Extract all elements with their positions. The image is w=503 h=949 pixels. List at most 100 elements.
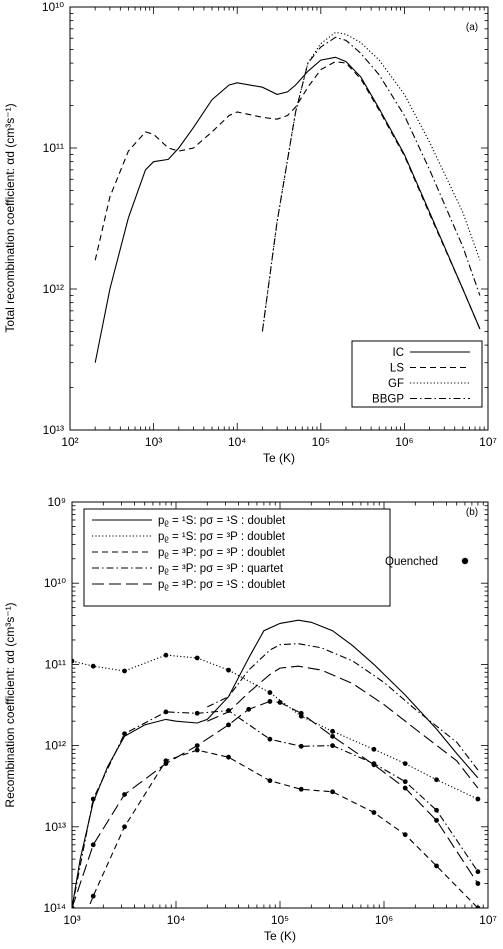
data-point (298, 710, 304, 716)
data-point (434, 817, 439, 823)
data-point (267, 699, 273, 704)
x-tick-label: 10⁷ (479, 435, 497, 449)
data-point (246, 706, 252, 712)
legend-label: GF (388, 378, 404, 390)
x-tick-label: 10² (61, 435, 78, 449)
data-point (402, 785, 408, 791)
data-point (434, 807, 439, 813)
data-point (90, 796, 96, 802)
y-tick-label: 10⁹ (48, 495, 67, 509)
data-point (163, 652, 169, 658)
data-point (475, 905, 481, 908)
x-tick-label: 10⁵ (312, 435, 330, 449)
series-line (72, 700, 479, 908)
legend-label: BBGP (372, 394, 404, 406)
y-tick-label: 10¹³ (45, 820, 66, 834)
panel-label: (a) (466, 22, 478, 33)
data-point (194, 743, 200, 748)
legend: IC LS GF BBGP (351, 340, 483, 408)
x-axis-label: Te (K) (264, 929, 296, 943)
data-point (90, 893, 96, 899)
series-line (94, 56, 481, 363)
legend-label: IC (393, 347, 405, 359)
x-tick-label: 10³ (63, 913, 80, 927)
data-point (122, 668, 127, 674)
data-point (226, 754, 231, 760)
series-group (94, 31, 481, 363)
series-line (207, 665, 479, 789)
data-point (434, 777, 439, 783)
series-line (261, 31, 481, 332)
data-point (226, 708, 231, 713)
data-point (122, 824, 127, 830)
y-tick-label: 10¹⁰ (42, 0, 64, 14)
data-point (90, 842, 96, 848)
data-point (475, 796, 481, 802)
y-axis-label: Total recombination coefficient: αd (cm³… (3, 103, 17, 332)
y-tick-label: 10¹⁴ (44, 901, 67, 915)
x-tick-label: 10⁴ (167, 913, 186, 927)
x-tick-label: 10⁶ (395, 435, 413, 449)
legend-label: pᵨ = ³P: pσ = ³P : quartet (158, 563, 284, 575)
panel-a: 10² 10³ 10⁴ 10⁵ 10⁶ 10⁷ 10¹⁰ 10¹¹ 10¹² 10¹³ Te (K)… (3, 0, 497, 465)
legend-label: pᵨ = ³P: pσ = ¹S : doublet (158, 579, 286, 591)
data-point (72, 658, 75, 664)
y-tick-label: 10¹¹ (43, 141, 64, 155)
data-point (267, 736, 273, 742)
legend: pᵨ = ¹S: pσ = ¹S : doublet pᵨ = ¹S: pσ = … (83, 508, 391, 607)
series-line (94, 61, 481, 330)
series-line (72, 710, 479, 908)
legend-box (83, 508, 391, 607)
data-point (194, 747, 200, 753)
data-point (163, 761, 169, 767)
series-line (72, 619, 479, 908)
data-point (402, 832, 408, 838)
legend-label: LS (390, 363, 404, 375)
legend-label: pᵨ = ¹S: pσ = ³P : doublet (158, 531, 286, 543)
data-point (434, 863, 439, 869)
x-axis-label: Te (K) (263, 451, 295, 465)
x-tick-label: 10³ (145, 435, 162, 449)
plot-frame (69, 6, 489, 431)
series-line (207, 643, 479, 771)
data-point (277, 700, 283, 705)
y-tick-label: 10¹² (43, 282, 64, 296)
y-tick-label: 10¹³ (43, 423, 64, 437)
panel-label: (b) (466, 507, 478, 518)
data-point (72, 905, 75, 908)
data-point (402, 779, 408, 785)
data-point (330, 733, 335, 739)
data-point (330, 728, 335, 734)
data-point (163, 709, 169, 715)
data-point (371, 746, 377, 752)
data-point (402, 761, 408, 767)
x-tick-label: 10⁴ (228, 435, 247, 449)
data-point (330, 789, 335, 795)
data-point (298, 786, 304, 792)
series-line (72, 654, 479, 800)
data-point (122, 792, 127, 797)
series-group (72, 619, 481, 908)
x-tick-label: 10⁷ (479, 913, 497, 927)
data-point (194, 710, 200, 716)
y-axis-label: Recombination coefficient: αd (cm³s⁻¹) (3, 602, 17, 807)
legend-label: pᵨ = ³P: pσ = ³P : doublet (158, 547, 286, 559)
data-point (194, 655, 200, 661)
series-line (261, 36, 481, 332)
data-point (298, 743, 304, 749)
data-point (267, 778, 273, 784)
data-point (330, 743, 335, 748)
panel-b: 10³ 10⁴ 10⁵ 10⁶ 10⁷ 10⁹ 10¹⁰ 10¹¹ 10¹² 10¹³ 10¹⁴ Te… (3, 495, 497, 943)
data-point (267, 690, 273, 695)
data-point (226, 667, 231, 673)
x-tick-label: 10⁶ (375, 913, 393, 927)
data-point (90, 663, 96, 669)
legend-label: pᵨ = ¹S: pσ = ¹S : doublet (158, 515, 286, 527)
data-point (122, 731, 127, 737)
quenched-marker (461, 557, 469, 565)
y-tick-label: 10¹¹ (45, 657, 66, 671)
x-tick-label: 10⁵ (271, 913, 289, 927)
data-point (371, 762, 377, 768)
y-tick-label: 10¹⁰ (44, 576, 66, 590)
